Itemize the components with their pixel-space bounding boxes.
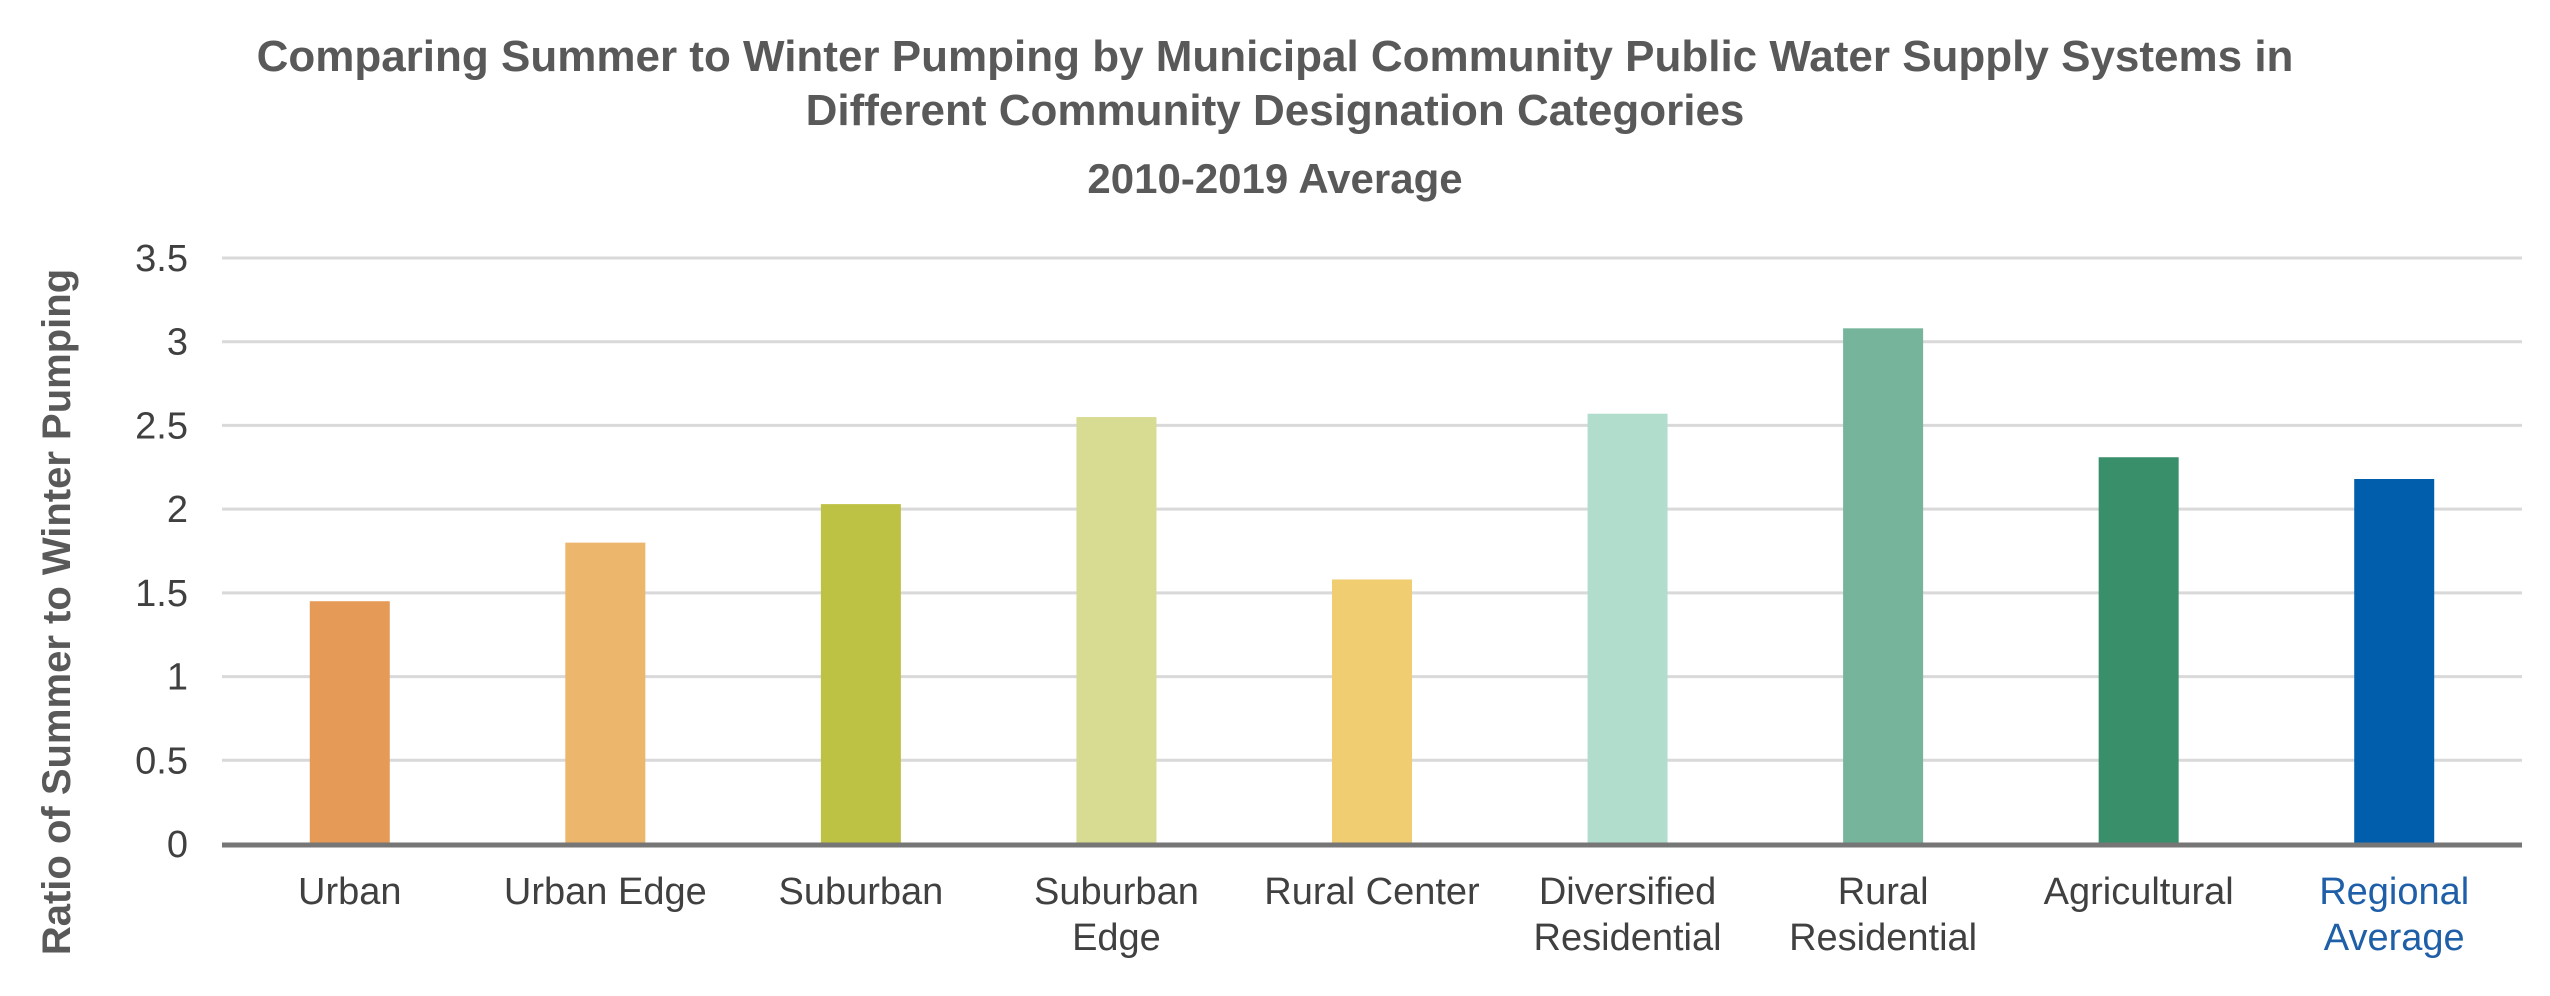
chart-subtitle: 2010-2019 Average [1087,155,1463,202]
bar [565,542,646,844]
bar [820,504,901,844]
category-label: Agricultural [2044,871,2234,913]
bar [2354,479,2435,844]
y-tick-label: 2.5 [135,405,188,447]
category-labels: Urban Urban Edge Suburban Suburban Edge Rural… [298,871,2469,959]
y-tick-label: 3.5 [135,238,188,280]
category-label: Rural Residential [1789,871,1977,959]
y-tick-labels: 0 0.5 1 1.5 2 2.5 3 3.5 [135,238,188,866]
category-label: Suburban Edge [1034,871,1199,959]
bar [1076,417,1157,844]
y-tick-label: 1.5 [135,573,188,615]
chart-title-line-1: Comparing Summer to Winter Pumping by Mu… [256,32,2294,81]
y-tick-label: 2 [167,489,188,531]
bar [309,601,390,844]
category-label: Rural Center [1264,871,1480,913]
y-tick-label: 0 [167,824,188,866]
bar [2098,457,2179,844]
category-label: Suburban [778,871,943,913]
y-tick-label: 1 [167,657,188,699]
bar [1843,328,1924,844]
y-tick-label: 0.5 [135,740,188,782]
category-label: Regional Average [2319,871,2469,959]
bar [1587,413,1668,844]
bar [1332,579,1412,844]
y-axis-label: Ratio of Summer to Winter Pumping [35,269,79,955]
category-label: Urban [298,871,402,913]
category-label: Urban Edge [504,871,707,913]
chart-title-line-2: Different Community Designation Categori… [805,86,1745,135]
category-label: Diversified Residential [1534,871,1722,959]
bars [309,328,2435,844]
y-tick-label: 3 [167,322,188,364]
